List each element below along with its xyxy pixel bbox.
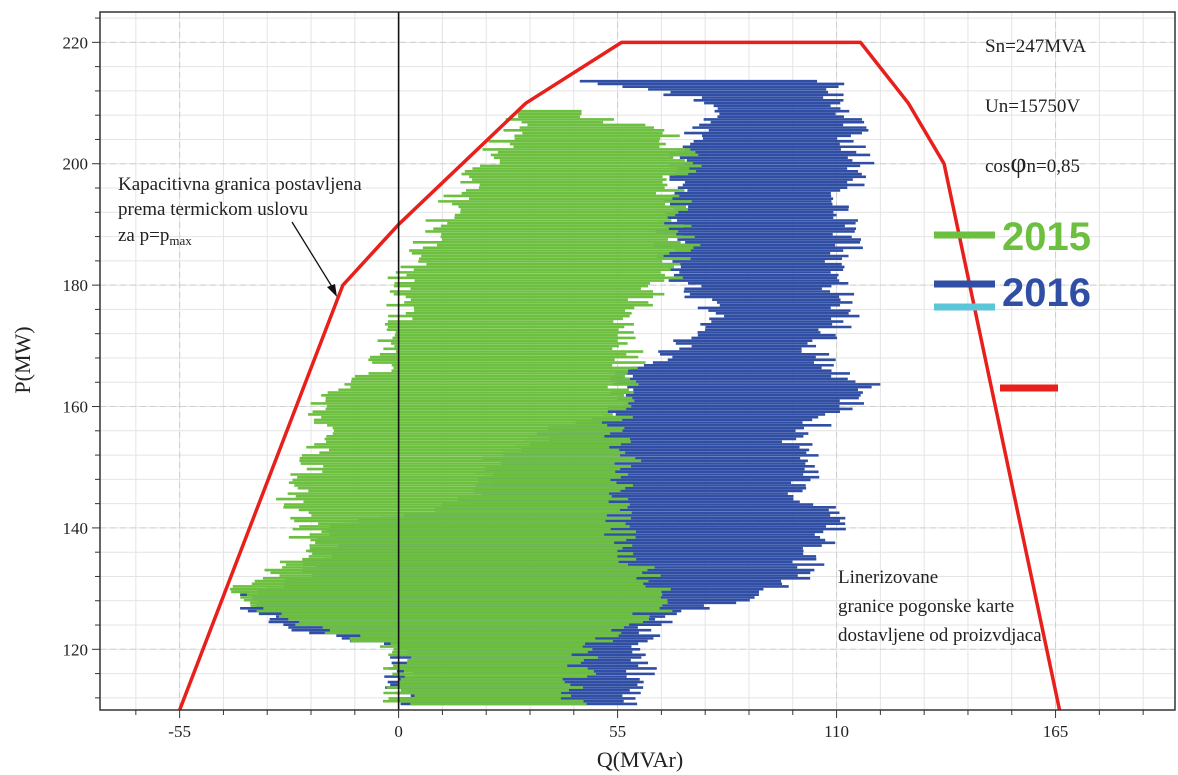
linearized-note-line1: Linerizovane — [838, 567, 938, 588]
capacitive-note-line3: za p=pmax — [118, 225, 192, 248]
capacitive-note-line3-main: za p=p — [118, 225, 169, 246]
capacitive-note-line3-sub: max — [169, 233, 192, 248]
legend-label-2016: 2016 — [1002, 271, 1091, 315]
legend: 2015 2016 — [934, 215, 1091, 392]
capability-boundary-layer — [177, 40, 1062, 710]
x-tick-label: 55 — [609, 722, 626, 741]
param-cos-prefix: cos — [985, 156, 1010, 177]
plot-frame — [99, 11, 1176, 711]
param-un: Un=15750V — [985, 96, 1080, 117]
series-2015-points — [229, 109, 702, 706]
y-axis-label: P(MW) — [10, 326, 35, 393]
linearized-note-line2: granice pogonske karte — [838, 596, 1014, 617]
annotation-arrow-head — [327, 284, 337, 297]
x-tick-label: 110 — [824, 722, 849, 741]
capacitive-note-line1: Kapacitivna granica postavljena — [118, 174, 362, 195]
axis-ticks — [92, 17, 1144, 718]
param-sn: Sn=247MVA — [985, 36, 1086, 57]
capability-boundary-line — [177, 40, 1062, 710]
linearized-note-line3: dostavljene od proizvdjaca — [838, 625, 1042, 646]
y-tick-label: 160 — [63, 398, 89, 417]
y-tick-label: 140 — [63, 519, 89, 538]
x-tick-label: 165 — [1043, 722, 1069, 741]
y-tick-label: 180 — [63, 276, 89, 295]
tick-labels: -55 0 55 110 165 120 140 160 180 200 220 — [63, 33, 1069, 741]
data-layer — [229, 79, 881, 706]
param-cosphi: cosφn=0,85 — [985, 148, 1080, 179]
x-tick-label: -55 — [168, 722, 191, 741]
x-tick-label: 0 — [394, 722, 403, 741]
param-cos-suffix: n=0,85 — [1027, 156, 1080, 177]
linearized-annotation: Linerizovane granice pogonske karte dost… — [838, 567, 1042, 646]
x-axis-label: Q(MVAr) — [597, 747, 683, 772]
machine-parameters: Sn=247MVA Un=15750V cosφn=0,85 — [985, 36, 1086, 179]
y-tick-label: 120 — [63, 640, 89, 659]
y-tick-label: 200 — [63, 155, 89, 174]
capacitive-note-line2: prema termickom uslovu — [118, 199, 308, 220]
capacitive-annotation: Kapacitivna granica postavljena prema te… — [118, 174, 362, 297]
legend-label-2015: 2015 — [1002, 215, 1091, 259]
param-phi-symbol: φ — [1010, 148, 1026, 179]
y-tick-label: 220 — [63, 33, 89, 52]
annotation-arrow — [291, 221, 335, 291]
